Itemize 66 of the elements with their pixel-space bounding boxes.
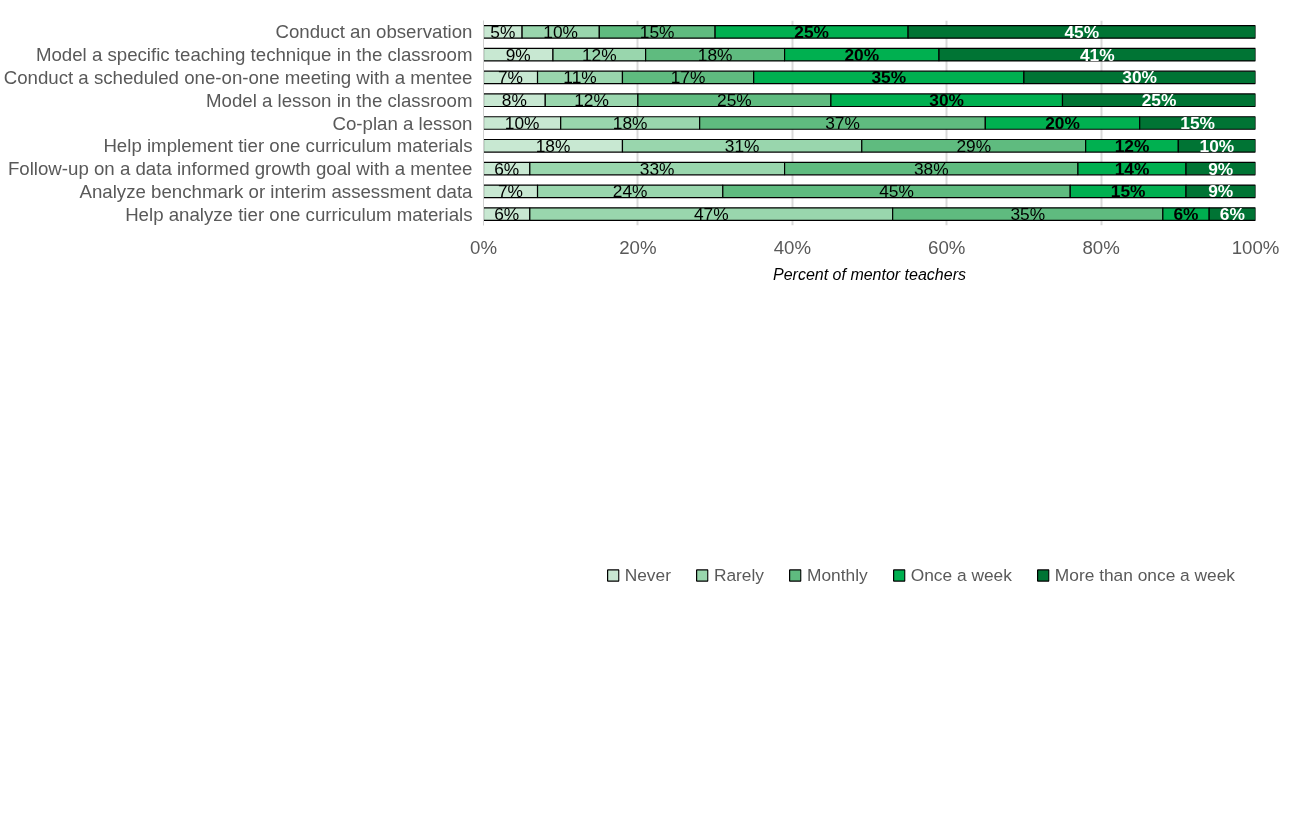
data-label: 15% bbox=[639, 21, 675, 42]
data-label: 18% bbox=[535, 135, 571, 156]
data-label: 38% bbox=[913, 158, 949, 179]
x-tick-label: 100% bbox=[1231, 236, 1280, 258]
legend-label: Once a week bbox=[910, 564, 1012, 586]
data-label: 33% bbox=[639, 158, 675, 179]
data-label: 31% bbox=[724, 135, 760, 156]
data-label: 6% bbox=[1219, 204, 1245, 225]
data-label: 29% bbox=[956, 135, 992, 156]
data-label: 45% bbox=[1064, 21, 1100, 42]
data-label: 6% bbox=[1173, 204, 1199, 225]
data-label: 11% bbox=[563, 67, 597, 88]
data-label: 41% bbox=[1079, 44, 1115, 65]
data-label: 8% bbox=[501, 90, 527, 111]
data-label: 30% bbox=[1122, 67, 1158, 88]
data-label: 10% bbox=[1199, 135, 1235, 156]
data-label: 12% bbox=[1114, 135, 1150, 156]
data-label: 9% bbox=[1208, 158, 1234, 179]
x-tick-label: 60% bbox=[928, 236, 966, 258]
data-label: 12% bbox=[574, 90, 609, 111]
data-label: 15% bbox=[1180, 113, 1215, 133]
data-label: 20% bbox=[1045, 113, 1080, 133]
legend-label: Monthly bbox=[807, 564, 868, 586]
data-label: 18% bbox=[612, 113, 648, 133]
x-tick-label: 0% bbox=[470, 236, 497, 258]
x-tick-label: 80% bbox=[1082, 236, 1120, 258]
data-label: 24% bbox=[612, 181, 648, 202]
y-tick-label: Analyze benchmark or interim assessment data bbox=[79, 180, 474, 202]
data-label: 9% bbox=[1208, 181, 1234, 202]
legend-label: More than once a week bbox=[1054, 564, 1235, 586]
data-label: 35% bbox=[1010, 204, 1046, 225]
y-tick-label: Help implement tier one curriculum materials bbox=[103, 135, 473, 157]
y-tick-label: Conduct a scheduled one-on-one meeting with a mentee bbox=[3, 66, 473, 88]
data-label: 18% bbox=[697, 44, 733, 65]
data-label: 5% bbox=[490, 21, 516, 42]
y-tick-label: Help analyze tier one curriculum materials bbox=[125, 203, 473, 225]
x-tick-label: 40% bbox=[773, 236, 811, 258]
data-label: 10% bbox=[543, 21, 579, 42]
data-label: 17% bbox=[670, 67, 706, 88]
y-tick-label: Conduct an observation bbox=[275, 21, 473, 43]
data-label: 25% bbox=[717, 90, 752, 111]
data-label: 14% bbox=[1114, 158, 1150, 179]
x-tick-label: 20% bbox=[619, 236, 657, 258]
data-label: 15% bbox=[1110, 181, 1146, 202]
data-label: 20% bbox=[844, 44, 880, 65]
data-label: 45% bbox=[879, 181, 914, 202]
data-label: 37% bbox=[825, 113, 860, 133]
data-label: 6% bbox=[494, 204, 520, 225]
data-label: 25% bbox=[1141, 90, 1177, 111]
data-label: 9% bbox=[505, 44, 531, 65]
data-label: 35% bbox=[871, 67, 907, 88]
y-tick-label: Follow-up on a data informed growth goal with a mentee bbox=[7, 158, 473, 180]
data-label: 30% bbox=[929, 90, 965, 111]
data-label: 7% bbox=[498, 181, 524, 202]
legend-label: Never bbox=[624, 564, 671, 586]
x-axis-title: Percent of mentor teachers bbox=[773, 265, 966, 283]
data-label: 12% bbox=[581, 44, 617, 65]
legend-label: Rarely bbox=[713, 564, 765, 586]
data-label: 7% bbox=[498, 67, 524, 88]
y-tick-label: Model a specific teaching technique in the classroom bbox=[35, 44, 473, 66]
y-tick-label: Co-plan a lesson bbox=[332, 112, 473, 134]
data-label: 25% bbox=[794, 21, 829, 42]
data-label: 47% bbox=[693, 204, 729, 225]
data-label: 6% bbox=[494, 158, 520, 179]
y-tick-label: Model a lesson in the classroom bbox=[206, 89, 473, 111]
data-label: 10% bbox=[504, 113, 540, 133]
